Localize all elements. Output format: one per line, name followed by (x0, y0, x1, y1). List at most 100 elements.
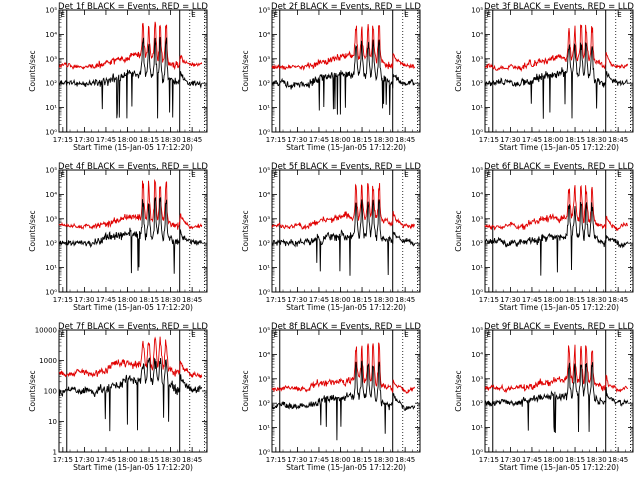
y-tick-label: 10⁰ (471, 289, 483, 297)
x-tick-label: 18:00 (543, 136, 563, 144)
y-tick-label: 10² (471, 240, 483, 248)
corner-mark-right: E (191, 171, 195, 179)
detector-panel: Det 2f BLACK = Events, RED = LLD 10⁰ 10¹ 10… (241, 2, 421, 152)
y-tick-label: 10⁰ (471, 449, 483, 457)
panel-title: Det 3f BLACK = Events, RED = LLD (484, 2, 634, 12)
y-axis-label: Counts/sec (28, 210, 37, 251)
corner-mark-right: E (191, 11, 195, 19)
events-series-line (484, 201, 629, 276)
y-tick-label: 10³ (258, 215, 270, 223)
x-tick-label: 18:30 (161, 136, 181, 144)
x-axis-label: Start Time (15-Jan-05 17:12:20) (499, 303, 619, 312)
x-tick-label: 17:45 (96, 456, 116, 464)
corner-mark-right: E (404, 11, 408, 19)
x-tick-label: 18:45 (608, 136, 628, 144)
corner-mark-left: E (274, 331, 278, 339)
x-tick-label: 17:30 (500, 136, 520, 144)
detector-panel: Det 5f BLACK = Events, RED = LLD 10⁰ 10¹ 10… (241, 162, 421, 312)
x-tick-label: 18:45 (608, 456, 628, 464)
detector-panel: Det 9f BLACK = Events, RED = LLD 10⁰ 10¹ 10… (454, 322, 634, 472)
x-axis-label: Start Time (15-Jan-05 17:12:20) (286, 143, 406, 152)
x-tick-label: 18:45 (608, 296, 628, 304)
detector-panel: Det 8f BLACK = Events, RED = LLD 10⁰ 10¹ 10… (241, 322, 421, 472)
x-tick-label: 17:30 (74, 296, 94, 304)
x-tick-label: 17:15 (479, 296, 499, 304)
x-tick-label: 18:15 (352, 136, 372, 144)
y-axis-label: Counts/sec (28, 370, 37, 411)
y-tick-label: 10¹ (45, 264, 57, 272)
y-tick-label: 10³ (258, 375, 270, 383)
corner-mark-right: E (191, 331, 195, 339)
x-tick-label: 17:45 (309, 456, 329, 464)
y-tick-label: 10³ (45, 55, 57, 63)
y-tick-label: 10¹ (258, 104, 270, 112)
x-tick-label: 17:30 (500, 296, 520, 304)
lld-series-line (484, 24, 629, 73)
x-tick-label: 17:45 (96, 296, 116, 304)
x-tick-label: 18:30 (374, 136, 394, 144)
panel-title: Det 1f BLACK = Events, RED = LLD (58, 2, 208, 12)
y-tick-label: 10⁴ (45, 191, 57, 199)
events-series-line (484, 362, 629, 433)
plot-frame (271, 9, 421, 133)
panel-title: Det 5f BLACK = Events, RED = LLD (271, 162, 421, 172)
panel-title: Det 7f BLACK = Events, RED = LLD (58, 322, 208, 332)
x-tick-label: 17:30 (287, 456, 307, 464)
plot-frame (484, 329, 634, 453)
x-tick-label: 17:15 (53, 296, 73, 304)
x-tick-label: 18:45 (395, 296, 415, 304)
x-tick-label: 17:45 (309, 136, 329, 144)
y-axis-label: Counts/sec (241, 370, 250, 411)
y-tick-label: 1000 (39, 357, 57, 365)
y-tick-label: 10¹ (471, 264, 483, 272)
y-axis-label: Counts/sec (454, 50, 463, 91)
y-axis-label: Counts/sec (28, 50, 37, 91)
x-tick-label: 17:45 (96, 136, 116, 144)
panel-title: Det 2f BLACK = Events, RED = LLD (271, 2, 421, 12)
corner-mark-left: E (274, 11, 278, 19)
events-series-line (58, 196, 203, 274)
y-tick-label: 10² (258, 240, 270, 248)
plot-frame (58, 9, 208, 133)
x-tick-label: 18:30 (587, 136, 607, 144)
y-tick-label: 10 (48, 418, 57, 426)
x-tick-label: 17:45 (522, 296, 542, 304)
events-series-line (484, 42, 628, 119)
y-tick-label: 10¹ (45, 104, 57, 112)
y-axis-label: Counts/sec (454, 370, 463, 411)
corner-mark-left: E (274, 171, 278, 179)
x-tick-label: 17:30 (74, 456, 94, 464)
x-tick-label: 18:00 (117, 456, 137, 464)
corner-mark-right: E (617, 331, 621, 339)
y-tick-label: 10⁰ (45, 129, 57, 137)
y-tick-label: 10⁰ (471, 129, 483, 137)
y-tick-label: 10¹ (471, 424, 483, 432)
y-tick-label: 10⁴ (258, 191, 270, 199)
plot-frame (484, 169, 634, 293)
events-series-line (58, 357, 203, 432)
x-tick-label: 17:30 (287, 136, 307, 144)
x-tick-label: 18:30 (374, 296, 394, 304)
detector-panel: Det 1f BLACK = Events, RED = LLD 10⁰ 10¹ 10… (28, 2, 208, 152)
x-tick-label: 17:15 (266, 456, 286, 464)
y-tick-label: 10⁵ (258, 327, 270, 335)
x-tick-label: 18:15 (139, 456, 159, 464)
plot-frame (484, 9, 634, 133)
x-tick-label: 18:45 (182, 136, 202, 144)
x-tick-label: 18:00 (117, 136, 137, 144)
x-tick-label: 17:15 (266, 136, 286, 144)
x-tick-label: 18:30 (374, 456, 394, 464)
x-tick-label: 18:30 (587, 456, 607, 464)
events-series-line (58, 36, 203, 119)
x-tick-label: 18:15 (565, 136, 585, 144)
corner-mark-left: E (487, 11, 491, 19)
y-tick-label: 10³ (471, 55, 483, 63)
x-tick-label: 17:45 (522, 136, 542, 144)
x-tick-label: 18:30 (587, 296, 607, 304)
y-tick-label: 10⁵ (45, 7, 57, 15)
y-tick-label: 10¹ (258, 264, 270, 272)
y-axis-label: Counts/sec (454, 210, 463, 251)
y-axis-label: Counts/sec (241, 50, 250, 91)
corner-mark-right: E (617, 171, 621, 179)
events-series-line (271, 39, 415, 116)
